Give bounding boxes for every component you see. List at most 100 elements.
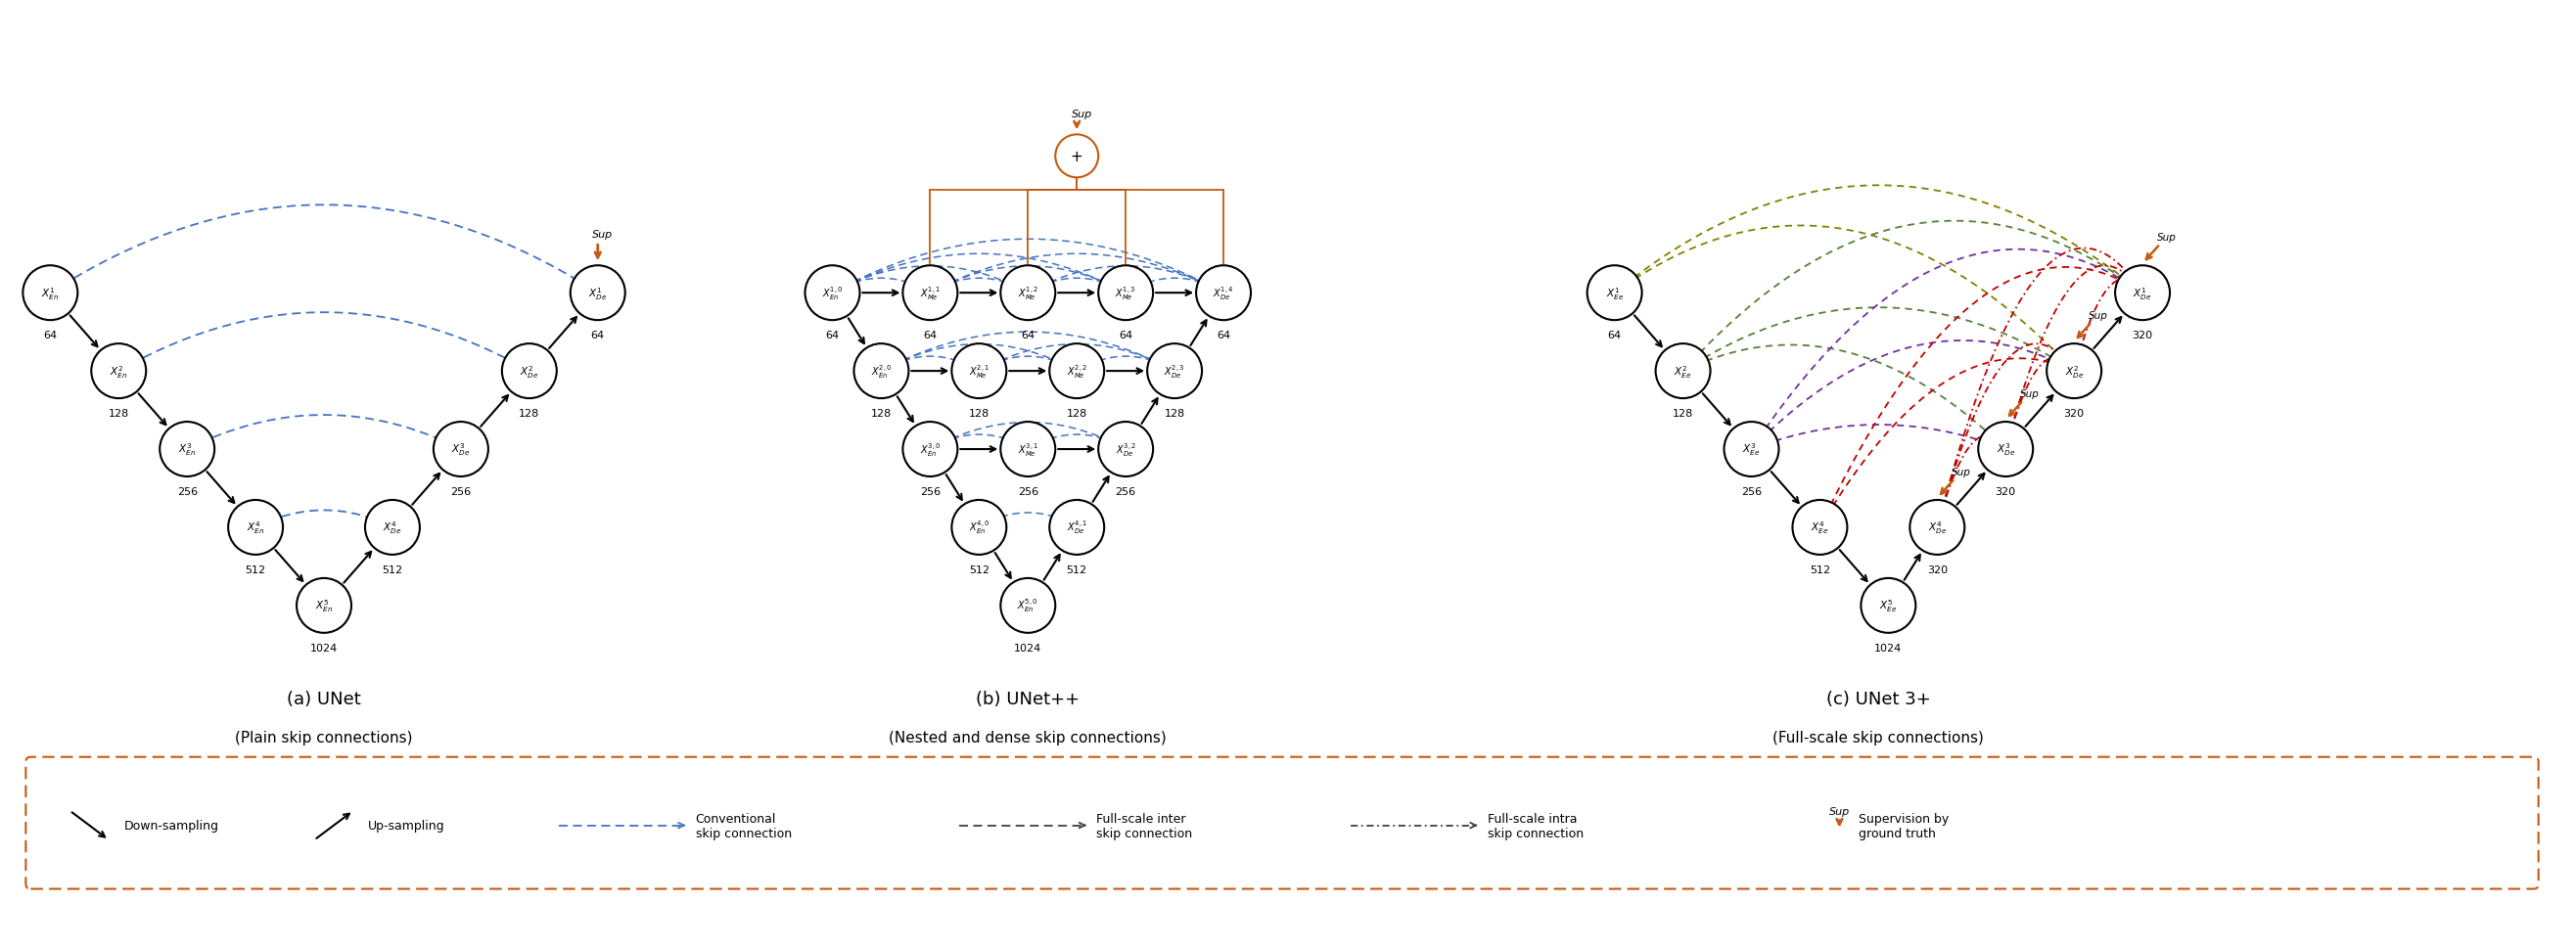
Text: Up-sampling: Up-sampling [368,819,446,831]
Text: 256: 256 [1115,486,1136,497]
Text: 256: 256 [451,486,471,497]
FancyBboxPatch shape [26,757,2537,889]
Circle shape [160,422,214,477]
Text: $X^{3,0}_{En}$: $X^{3,0}_{En}$ [920,441,940,458]
Text: (Plain skip connections): (Plain skip connections) [234,730,412,745]
Text: Conventional
skip connection: Conventional skip connection [696,811,791,839]
Text: $X^{2,2}_{Me}$: $X^{2,2}_{Me}$ [1066,363,1087,380]
Text: 320: 320 [2063,409,2084,418]
Circle shape [999,422,1056,477]
Text: 128: 128 [1066,409,1087,418]
Text: Full-scale intra
skip connection: Full-scale intra skip connection [1486,811,1584,839]
Text: $X^{3,2}_{De}$: $X^{3,2}_{De}$ [1115,441,1136,458]
Circle shape [951,344,1007,399]
Text: (c) UNet 3+: (c) UNet 3+ [1826,690,1932,707]
Text: 64: 64 [1216,331,1231,340]
Circle shape [1656,344,1710,399]
Text: $X^{3}_{En}$: $X^{3}_{En}$ [178,442,196,458]
Text: $X^{1,0}_{En}$: $X^{1,0}_{En}$ [822,285,842,301]
Text: 64: 64 [1607,331,1620,340]
Text: $X^{5}_{Ee}$: $X^{5}_{Ee}$ [1880,597,1899,614]
Text: 64: 64 [1020,331,1036,340]
Text: 128: 128 [1672,409,1692,418]
Text: (b) UNet++: (b) UNet++ [976,690,1079,707]
Circle shape [2115,266,2169,320]
Circle shape [999,578,1056,633]
Circle shape [433,422,489,477]
Text: 320: 320 [1996,486,2017,497]
Text: 1024: 1024 [1875,643,1901,652]
Circle shape [1793,501,1847,555]
Text: 256: 256 [1741,486,1762,497]
Text: 64: 64 [824,331,840,340]
Text: $X^{1}_{De}$: $X^{1}_{De}$ [587,285,608,301]
Text: $X^{1,4}_{De}$: $X^{1,4}_{De}$ [1213,285,1234,301]
Circle shape [1048,501,1105,555]
Text: Sup: Sup [1953,467,1971,477]
Text: Sup: Sup [1072,110,1092,119]
Text: $X^{5,0}_{En}$: $X^{5,0}_{En}$ [1018,597,1038,614]
Text: 64: 64 [922,331,938,340]
Circle shape [1195,266,1252,320]
Text: $X^{1}_{Ee}$: $X^{1}_{Ee}$ [1605,285,1623,301]
Circle shape [1048,344,1105,399]
Text: 64: 64 [44,331,57,340]
Text: 512: 512 [1808,565,1829,574]
Text: $X^{1,3}_{Me}$: $X^{1,3}_{Me}$ [1115,285,1136,301]
Text: 128: 128 [969,409,989,418]
Text: $X^{4}_{De}$: $X^{4}_{De}$ [384,520,402,536]
Text: Sup: Sup [592,230,613,240]
Text: 320: 320 [1927,565,1947,574]
Circle shape [1587,266,1641,320]
Circle shape [1860,578,1917,633]
Text: $X^{1}_{De}$: $X^{1}_{De}$ [2133,285,2151,301]
Text: $X^{1,1}_{Me}$: $X^{1,1}_{Me}$ [920,285,940,301]
Text: $X^{2}_{Ee}$: $X^{2}_{Ee}$ [1674,363,1692,380]
Text: Down-sampling: Down-sampling [124,819,219,831]
Text: $X^{4,0}_{En}$: $X^{4,0}_{En}$ [969,520,989,536]
Text: 128: 128 [1164,409,1185,418]
Text: 256: 256 [178,486,198,497]
Circle shape [502,344,556,399]
Text: $X^{2,0}_{En}$: $X^{2,0}_{En}$ [871,363,891,380]
Text: $X^{1}_{En}$: $X^{1}_{En}$ [41,285,59,301]
Circle shape [296,578,350,633]
Circle shape [902,266,958,320]
Circle shape [2048,344,2102,399]
Circle shape [229,501,283,555]
Text: $X^{2,3}_{De}$: $X^{2,3}_{De}$ [1164,363,1185,380]
Text: Sup: Sup [1829,806,1850,815]
Text: 128: 128 [108,409,129,418]
Text: Sup: Sup [2020,389,2040,399]
Text: $X^{3}_{Ee}$: $X^{3}_{Ee}$ [1741,442,1759,458]
Text: 64: 64 [590,331,605,340]
Text: (Nested and dense skip connections): (Nested and dense skip connections) [889,730,1167,745]
Text: $X^{1,2}_{Me}$: $X^{1,2}_{Me}$ [1018,285,1038,301]
Text: 256: 256 [920,486,940,497]
Circle shape [806,266,860,320]
Text: 512: 512 [969,565,989,574]
Circle shape [999,266,1056,320]
Text: Supervision by
ground truth: Supervision by ground truth [1860,811,1950,839]
Text: Sup: Sup [2156,233,2177,243]
Text: $X^{3}_{De}$: $X^{3}_{De}$ [451,442,471,458]
Circle shape [366,501,420,555]
Circle shape [1146,344,1203,399]
Circle shape [90,344,147,399]
Text: 64: 64 [1118,331,1133,340]
Text: Full-scale inter
skip connection: Full-scale inter skip connection [1097,811,1193,839]
Text: (Full-scale skip connections): (Full-scale skip connections) [1772,730,1984,745]
Circle shape [1097,422,1154,477]
Circle shape [853,344,909,399]
Text: $X^{5}_{En}$: $X^{5}_{En}$ [314,597,332,614]
Circle shape [902,422,958,477]
Text: $X^{4}_{De}$: $X^{4}_{De}$ [1927,520,1947,536]
Text: $X^{3,1}_{Me}$: $X^{3,1}_{Me}$ [1018,441,1038,458]
Text: 1024: 1024 [1015,643,1041,652]
Circle shape [569,266,626,320]
Text: 512: 512 [1066,565,1087,574]
Text: 320: 320 [2133,331,2154,340]
Text: $X^{2}_{En}$: $X^{2}_{En}$ [111,363,129,380]
Circle shape [951,501,1007,555]
Circle shape [1056,136,1097,178]
